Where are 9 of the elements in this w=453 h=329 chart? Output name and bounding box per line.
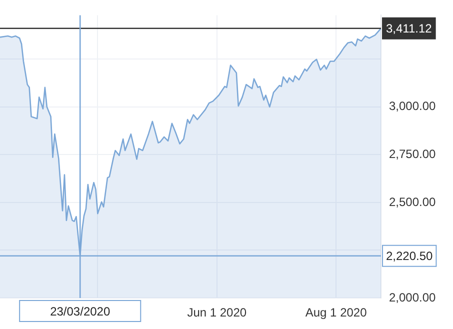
ref-line-label: 3,411.12 (386, 22, 432, 36)
x-tick-label: Jun 1 2020 (187, 306, 247, 320)
x-tick-label: Aug 1 2020 (305, 306, 368, 320)
ref-line-label: 2,220.50 (386, 249, 434, 264)
y-tick-label: 2,000.00 (389, 290, 436, 304)
y-tick-label: 2,500.00 (389, 194, 436, 209)
y-tick-label: 3,000.00 (389, 99, 436, 114)
y-tick-label: 2,750.00 (389, 147, 436, 161)
ref-line-label: 23/03/2020 (50, 304, 110, 318)
